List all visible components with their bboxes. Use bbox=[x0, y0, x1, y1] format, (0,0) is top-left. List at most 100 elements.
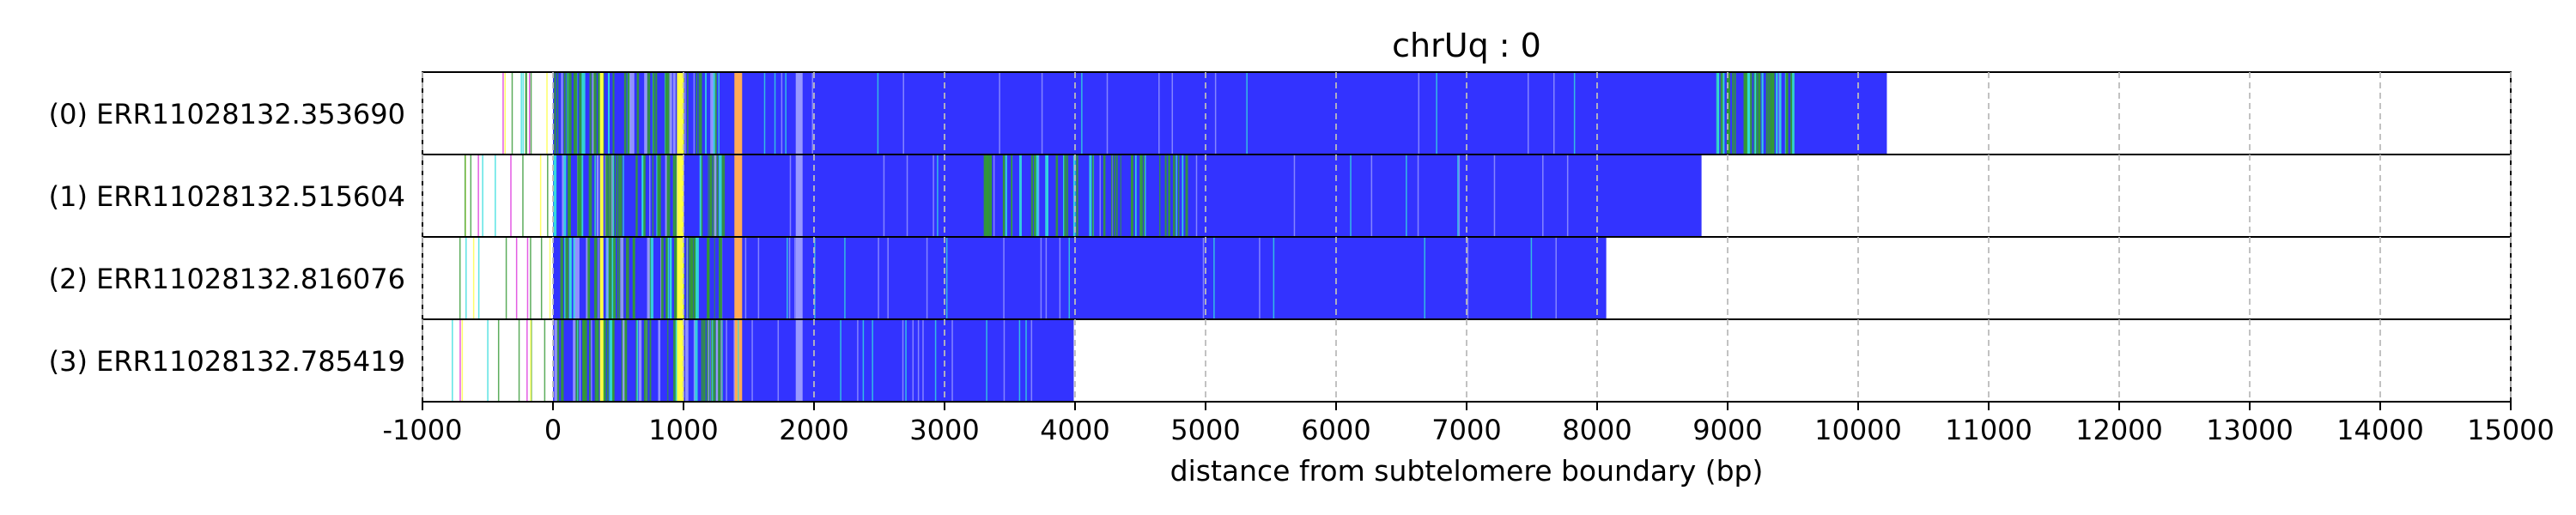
read-stripe bbox=[606, 237, 609, 319]
read-stripe bbox=[1018, 319, 1021, 402]
read-stripe bbox=[1114, 154, 1115, 237]
read-stripe bbox=[1457, 154, 1459, 237]
read-stripe bbox=[660, 237, 662, 319]
read-stripe bbox=[608, 237, 611, 319]
read-stripe bbox=[1168, 154, 1171, 237]
read-stripe bbox=[708, 319, 709, 402]
read-stripe bbox=[1139, 154, 1143, 237]
read-stripe bbox=[937, 154, 939, 237]
read-stripe bbox=[554, 72, 556, 154]
read-stripe bbox=[705, 72, 707, 154]
read-stripe bbox=[720, 319, 722, 402]
read-stripe bbox=[554, 319, 556, 402]
read-stripe bbox=[1018, 154, 1022, 237]
read-stripe bbox=[1172, 154, 1176, 237]
read-stripe bbox=[693, 319, 696, 402]
read-stripe bbox=[564, 237, 567, 319]
read-stripe bbox=[530, 72, 532, 154]
read-stripe bbox=[589, 154, 592, 237]
read-stripe bbox=[669, 237, 671, 319]
read-stripe bbox=[719, 237, 723, 319]
read-stripe bbox=[1792, 72, 1795, 154]
read-stripe bbox=[795, 237, 803, 319]
read-stripe bbox=[1767, 72, 1770, 154]
read-stripe bbox=[623, 72, 627, 154]
read-stripe bbox=[687, 72, 689, 154]
read-stripe bbox=[1436, 72, 1437, 154]
read-stripe bbox=[669, 72, 672, 154]
read-stripe bbox=[1720, 72, 1724, 154]
read-stripe bbox=[1778, 72, 1780, 154]
read-stripe bbox=[649, 319, 652, 402]
read-stripe bbox=[461, 319, 464, 402]
read-stripe bbox=[599, 319, 604, 402]
read-stripe bbox=[717, 319, 720, 402]
read-stripe bbox=[522, 72, 524, 154]
read-stripe bbox=[1722, 72, 1725, 154]
x-tick-label: 11000 bbox=[1945, 414, 2032, 446]
read-stripe bbox=[1732, 72, 1735, 154]
read-stripe bbox=[1424, 237, 1425, 319]
read-stripe bbox=[573, 237, 575, 319]
read-stripe bbox=[594, 237, 598, 319]
read-stripe bbox=[526, 237, 529, 319]
grid-lines bbox=[422, 72, 2512, 402]
read-stripe bbox=[666, 154, 671, 237]
read-stripe bbox=[618, 237, 621, 319]
read-stripe bbox=[573, 319, 576, 402]
read-stripe bbox=[1573, 72, 1576, 154]
read-stripe bbox=[526, 72, 527, 154]
read-stripe bbox=[511, 72, 513, 154]
read-stripe bbox=[594, 319, 597, 402]
read-stripe bbox=[710, 72, 714, 154]
read-stripe bbox=[1111, 154, 1113, 237]
read-stripe bbox=[672, 154, 674, 237]
read-stripe bbox=[701, 154, 703, 237]
read-stripe bbox=[878, 237, 879, 319]
read-stripe bbox=[1771, 72, 1772, 154]
read-stripe bbox=[556, 72, 559, 154]
read-stripe bbox=[1761, 72, 1764, 154]
read-stripe bbox=[686, 237, 689, 319]
read-stripe bbox=[636, 319, 639, 402]
read-stripe bbox=[677, 237, 684, 319]
read-stripe bbox=[594, 154, 596, 237]
read-stripe bbox=[789, 154, 792, 237]
read-stripe bbox=[504, 72, 507, 154]
read-stripe bbox=[599, 72, 604, 154]
read-stripe bbox=[1041, 72, 1043, 154]
read-stripe bbox=[1025, 319, 1027, 402]
read-stripe bbox=[711, 319, 713, 402]
read-stripe bbox=[643, 154, 646, 237]
read-stripe bbox=[470, 154, 472, 237]
read-stripe bbox=[625, 237, 629, 319]
read-stripe bbox=[708, 154, 709, 237]
read-stripe bbox=[862, 319, 865, 402]
read-stripe bbox=[684, 72, 686, 154]
read-stripe bbox=[707, 237, 710, 319]
read-stripe bbox=[649, 154, 651, 237]
read-stripe bbox=[647, 72, 651, 154]
read-stripe bbox=[568, 154, 570, 237]
read-stripe bbox=[505, 237, 507, 319]
read-bar bbox=[553, 72, 1887, 154]
read-stripe bbox=[495, 154, 496, 237]
read-stripe bbox=[593, 237, 596, 319]
read-stripe bbox=[553, 154, 557, 237]
read-label: (3) ERR11028132.785419 bbox=[49, 345, 405, 378]
read-stripe bbox=[1030, 154, 1034, 237]
read-stripe bbox=[1259, 237, 1261, 319]
read-stripe bbox=[794, 237, 796, 319]
read-stripe bbox=[660, 237, 664, 319]
read-stripe bbox=[530, 237, 532, 319]
read-stripe bbox=[525, 72, 526, 154]
read-stripe bbox=[734, 154, 743, 237]
read-stripe bbox=[693, 72, 696, 154]
read-stripe bbox=[596, 154, 599, 237]
read-stripe bbox=[716, 154, 719, 237]
read-stripe bbox=[715, 319, 718, 402]
read-stripe bbox=[1131, 154, 1134, 237]
read-stripe bbox=[566, 237, 569, 319]
read-stripe bbox=[1059, 237, 1061, 319]
read-stripe bbox=[522, 154, 524, 237]
